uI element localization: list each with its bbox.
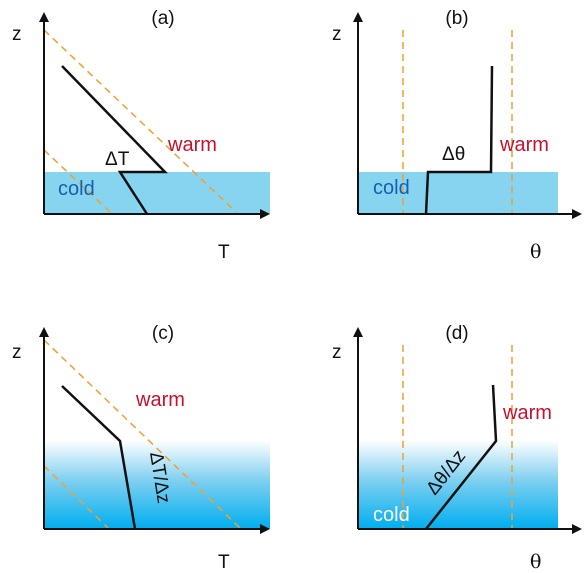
isentrope-line [44, 29, 237, 213]
panel-label: (a) [151, 8, 174, 29]
panel-a: (a) z T warm cold ΔT [12, 8, 270, 263]
cold-label: cold [373, 504, 410, 526]
isentropes [44, 29, 237, 213]
warm-label: warm [502, 402, 552, 424]
panel-label: (d) [445, 323, 468, 344]
cold-layer-gradient [358, 440, 558, 529]
x-axis-label: T [218, 552, 230, 573]
panel-d: (d) z θ warm cold Δθ/Δz [332, 323, 582, 573]
y-axis-label: z [12, 24, 22, 45]
isentrope-line [44, 465, 109, 529]
cold-layer-gradient [44, 440, 270, 529]
warm-label: warm [499, 134, 549, 156]
warm-label: warm [167, 134, 217, 156]
panel-c: (c) z T warm ΔT/Δz [12, 323, 270, 573]
isentropes [44, 339, 241, 529]
cold-label: cold [58, 178, 95, 200]
cold-layer [358, 172, 558, 214]
potential-temperature-profile [425, 384, 498, 530]
warm-label: warm [135, 389, 185, 411]
panel-b: (b) z θ warm cold Δθ [332, 8, 582, 263]
temperature-profile [61, 385, 137, 530]
jump-label: ΔT [105, 149, 130, 170]
y-axis-label: z [332, 342, 342, 363]
potential-temperature-profile [424, 65, 494, 215]
y-axis-label: z [332, 24, 342, 45]
x-axis-label: θ [530, 551, 541, 573]
temperature-profile [61, 65, 168, 215]
isentrope-line [44, 339, 241, 529]
panel-label: (b) [445, 8, 468, 29]
x-axis-label: θ [530, 241, 541, 263]
cold-layer [44, 172, 270, 214]
isentrope-line [44, 149, 111, 213]
x-axis-label: T [218, 242, 230, 263]
panel-label: (c) [152, 323, 174, 344]
y-axis-label: z [12, 342, 22, 363]
cold-label: cold [373, 177, 410, 199]
jump-label: Δθ [442, 144, 465, 165]
